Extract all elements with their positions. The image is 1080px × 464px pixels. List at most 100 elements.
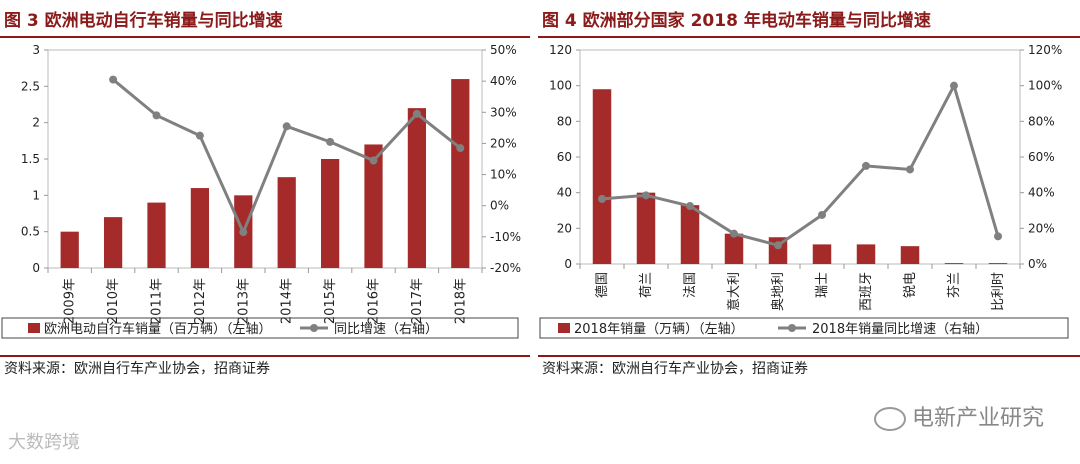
bar	[320, 159, 340, 268]
x-category-label: 德国	[595, 272, 610, 298]
x-category-label: 比利时	[991, 272, 1006, 311]
legend-line-label: 2018年销量同比增速（右轴）	[812, 322, 988, 337]
growth-point	[642, 191, 650, 200]
bar	[147, 202, 166, 268]
y-right-tick-label: 0%	[490, 199, 509, 213]
x-category-label: 锐电	[903, 272, 918, 298]
bar	[944, 263, 964, 264]
bar	[636, 192, 656, 264]
bar	[856, 244, 876, 264]
x-category-label: 2012年	[193, 278, 208, 324]
watermark-right: 电新产业研究	[873, 400, 1044, 432]
legend-line-marker	[788, 324, 796, 332]
growth-point	[730, 229, 738, 238]
growth-point	[109, 75, 118, 84]
bar	[451, 79, 470, 268]
y-left-tick-label: 40	[557, 186, 572, 200]
legend-line-label: 同比增速（右轴）	[334, 322, 438, 337]
y-left-tick-label: 2.5	[21, 79, 40, 93]
bar	[724, 233, 744, 264]
bar	[190, 188, 210, 268]
x-category-label: 2018年	[453, 278, 468, 324]
bar	[680, 205, 700, 264]
y-left-tick-label: 80	[557, 114, 572, 128]
legend-box	[1, 317, 519, 339]
growth-point	[282, 122, 291, 131]
y-left-tick-label: 0	[564, 257, 572, 271]
growth-point	[950, 81, 958, 90]
y-left-tick-label: 20	[557, 221, 572, 235]
legend-bar-swatch	[558, 323, 570, 333]
x-category-label: 2016年	[367, 278, 382, 324]
figure-3-source: 资料来源：欧洲自行车产业协会，招商证券	[4, 361, 270, 377]
y-right-tick-label: 40%	[1028, 186, 1055, 200]
x-category-label: 意大利	[726, 272, 742, 311]
x-category-label: 2013年	[236, 278, 251, 324]
y-left-tick-label: 0.5	[21, 225, 40, 239]
growth-point	[906, 165, 914, 174]
x-category-label: 西班牙	[859, 272, 874, 311]
watermark-left: 大数跨境	[8, 432, 80, 453]
bar	[988, 263, 1008, 264]
figure-3-source-rule	[0, 355, 530, 357]
y-left-tick-label: 3	[32, 43, 40, 57]
growth-point	[598, 194, 606, 203]
bar	[900, 246, 920, 264]
x-category-label: 2017年	[410, 278, 425, 324]
x-category-label: 瑞士	[815, 272, 830, 298]
growth-point	[412, 109, 421, 118]
y-left-tick-label: 2	[32, 116, 40, 130]
y-right-tick-label: 50%	[490, 43, 517, 57]
y-right-tick-label: 10%	[490, 168, 517, 182]
growth-point	[152, 111, 161, 120]
x-category-label: 2009年	[63, 278, 78, 324]
y-right-tick-label: 100%	[1028, 79, 1062, 93]
legend-box	[539, 317, 1069, 339]
bar	[60, 231, 79, 268]
bar	[592, 89, 612, 264]
figure-3-title-rule	[0, 36, 530, 38]
growth-point	[862, 161, 870, 170]
growth-point	[818, 210, 826, 219]
legend-bar-label: 2018年销量（万辆）（左轴）	[574, 322, 744, 337]
y-right-tick-label: 20%	[1028, 221, 1055, 235]
wechat-icon	[873, 407, 906, 431]
growth-point	[239, 228, 248, 237]
growth-point	[994, 232, 1002, 241]
y-right-tick-label: 30%	[490, 105, 517, 119]
growth-point	[326, 137, 335, 146]
figure-4-chart: 0 20 40 60 80 100 120 0% 20% 40% 60% 80% 100% 120% 德国 荷…	[539, 43, 1069, 339]
figure-4-source: 资料来源：欧洲自行车产业协会，招商证券	[542, 361, 808, 377]
figure-4-title: 图 4 欧洲部分国家 2018 年电动车销量与同比增速	[542, 11, 931, 31]
y-left-tick-label: 1	[32, 188, 40, 202]
x-category-label: 2011年	[150, 278, 165, 324]
x-category-label: 法国	[683, 272, 698, 298]
y-left-tick-label: 60	[557, 150, 572, 164]
x-category-label: 2014年	[280, 278, 295, 324]
y-right-tick-label: 60%	[1028, 150, 1055, 164]
y-right-tick-label: -10%	[490, 230, 521, 244]
growth-point	[195, 131, 204, 140]
x-category-label: 2010年	[106, 278, 121, 324]
bar	[103, 217, 123, 268]
watermark-right-text: 电新产业研究	[911, 406, 1044, 431]
x-category-label: 奥地利	[771, 272, 786, 311]
y-right-tick-label: 40%	[490, 74, 517, 88]
bar	[407, 108, 427, 268]
y-right-tick-label: 0%	[1028, 257, 1047, 271]
y-left-tick-label: 120	[549, 43, 572, 57]
y-right-tick-label: 80%	[1028, 114, 1055, 128]
x-category-label: 2015年	[323, 278, 338, 324]
growth-point	[369, 156, 378, 165]
y-right-tick-label: 120%	[1028, 43, 1062, 57]
figure-4-title-rule	[538, 36, 1080, 38]
y-right-tick-label: -20%	[490, 261, 521, 275]
y-left-tick-label: 0	[32, 261, 40, 275]
bar	[364, 144, 383, 268]
figure-3-chart: 0 0.5 1 1.5 2 2.5 3 -20% -10% 0% 10% 20% 30% 40% 50% 20…	[1, 43, 521, 339]
legend-bar-label: 欧洲电动自行车销量（百万辆）（左轴）	[44, 321, 272, 337]
y-left-tick-label: 100	[549, 79, 572, 93]
x-category-label: 芬兰	[947, 272, 962, 298]
figure-4-source-rule	[538, 355, 1080, 357]
x-category-label: 荷兰	[639, 272, 654, 298]
